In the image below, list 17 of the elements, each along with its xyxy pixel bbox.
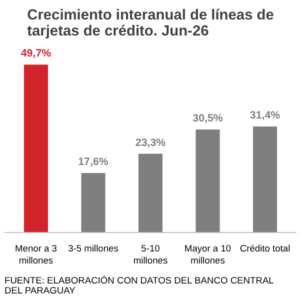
bar <box>252 126 278 232</box>
data-label: 17,6% <box>78 156 109 168</box>
x-tick-label: Crédito total <box>240 244 290 254</box>
x-tick-label: Menor a 3 millones <box>14 244 57 266</box>
chart-title: Crecimiento interanual de líneas de tarjetas de crédito. Jun-26 <box>27 8 274 40</box>
data-label: 23,3% <box>135 136 166 149</box>
data-label: 31,4% <box>250 109 281 122</box>
x-tick-label: 3-5 millones <box>68 244 119 254</box>
x-tick-label: Mayor a 10 millones <box>184 244 232 266</box>
data-label: 30,5% <box>192 112 224 124</box>
bar <box>81 173 106 232</box>
bar <box>24 64 48 232</box>
bar <box>196 129 220 232</box>
source-note: FUENTE: ELABORACIÓN CON DATOS DEL BANCO CENTRAL DEL PARAGUAY <box>4 274 274 296</box>
data-label: 49,7% <box>20 48 52 60</box>
x-tick-label: 5-10 millones <box>133 244 168 266</box>
bar <box>138 154 163 232</box>
